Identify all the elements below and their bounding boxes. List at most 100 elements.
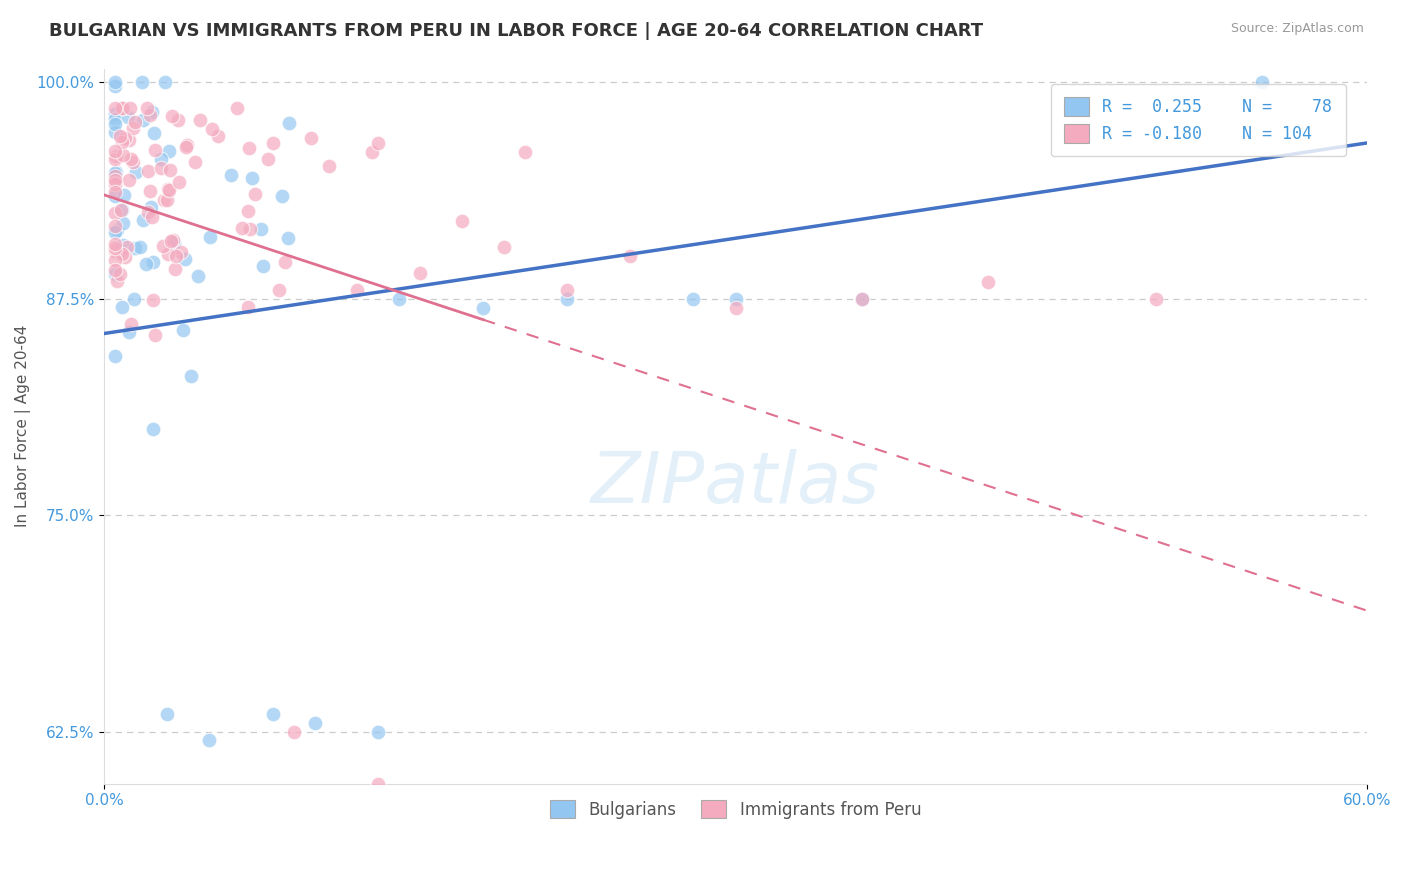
Point <box>409 266 432 280</box>
Point <box>277 116 299 130</box>
Point <box>104 219 127 233</box>
Point <box>110 101 132 115</box>
Point <box>346 283 368 297</box>
Point <box>156 193 179 207</box>
Point <box>724 301 747 315</box>
Point <box>104 169 127 183</box>
Point <box>274 255 297 269</box>
Point <box>252 259 274 273</box>
Point <box>724 292 747 306</box>
Point <box>104 153 127 167</box>
Point <box>104 75 127 89</box>
Point <box>104 176 127 190</box>
Point <box>159 163 181 178</box>
Point <box>104 79 127 94</box>
Point <box>157 184 180 198</box>
Point <box>225 101 247 115</box>
Point <box>105 149 128 163</box>
Point <box>145 143 167 157</box>
Point <box>249 222 271 236</box>
Point <box>157 144 180 158</box>
Text: Source: ZipAtlas.com: Source: ZipAtlas.com <box>1230 22 1364 36</box>
Point <box>112 238 135 252</box>
Point <box>277 230 299 244</box>
Legend: Bulgarians, Immigrants from Peru: Bulgarians, Immigrants from Peru <box>543 794 928 825</box>
Point <box>138 164 160 178</box>
Point <box>156 707 179 722</box>
Point <box>494 240 516 254</box>
Point <box>141 210 163 224</box>
Point <box>236 204 259 219</box>
Point <box>104 242 127 256</box>
Point <box>104 244 127 259</box>
Text: BULGARIAN VS IMMIGRANTS FROM PERU IN LABOR FORCE | AGE 20-64 CORRELATION CHART: BULGARIAN VS IMMIGRANTS FROM PERU IN LAB… <box>49 22 983 40</box>
Point <box>141 105 163 120</box>
Point <box>110 128 132 143</box>
Point <box>104 189 127 203</box>
Point <box>112 216 135 230</box>
Point <box>131 75 153 89</box>
Point <box>122 155 145 169</box>
Point <box>200 121 222 136</box>
Point <box>682 292 704 306</box>
Point <box>120 153 142 167</box>
Point <box>104 112 127 127</box>
Text: ZIPatlas: ZIPatlas <box>591 449 880 518</box>
Point <box>110 267 132 281</box>
Point <box>105 274 128 288</box>
Point <box>367 724 389 739</box>
Point <box>118 133 141 147</box>
Point <box>149 161 172 176</box>
Point <box>238 141 260 155</box>
Point <box>112 188 135 202</box>
Point <box>162 236 184 251</box>
Point <box>114 250 136 264</box>
Point <box>256 153 278 167</box>
Point <box>187 269 209 284</box>
Point <box>262 707 284 722</box>
Point <box>367 136 389 150</box>
Point <box>111 247 134 261</box>
Point <box>108 243 131 257</box>
Point <box>104 165 127 179</box>
Point <box>513 145 536 159</box>
Point <box>110 203 132 218</box>
Point <box>143 328 166 343</box>
Point <box>172 323 194 337</box>
Point <box>114 130 136 145</box>
Point <box>153 75 176 89</box>
Point <box>160 234 183 248</box>
Point <box>176 138 198 153</box>
Point <box>104 117 127 131</box>
Point <box>207 128 229 143</box>
Point <box>472 301 495 315</box>
Point <box>132 212 155 227</box>
Point <box>977 275 1000 289</box>
Point <box>318 159 340 173</box>
Point <box>170 244 193 259</box>
Point <box>120 318 142 332</box>
Point <box>138 184 160 198</box>
Point <box>156 182 179 196</box>
Point <box>124 242 146 256</box>
Point <box>240 171 263 186</box>
Point <box>239 221 262 235</box>
Point <box>104 206 127 220</box>
Point <box>162 233 184 247</box>
Point <box>104 168 127 182</box>
Point <box>267 284 290 298</box>
Point <box>1250 75 1272 89</box>
Point <box>124 115 146 129</box>
Point <box>167 175 190 189</box>
Point <box>231 220 253 235</box>
Point <box>283 724 305 739</box>
Point <box>555 283 578 297</box>
Point <box>167 112 190 127</box>
Point <box>115 240 138 254</box>
Point <box>150 152 173 166</box>
Point <box>156 246 179 260</box>
Y-axis label: In Labor Force | Age 20-64: In Labor Force | Age 20-64 <box>15 325 31 527</box>
Point <box>184 154 207 169</box>
Point <box>851 292 873 306</box>
Point <box>152 194 174 208</box>
